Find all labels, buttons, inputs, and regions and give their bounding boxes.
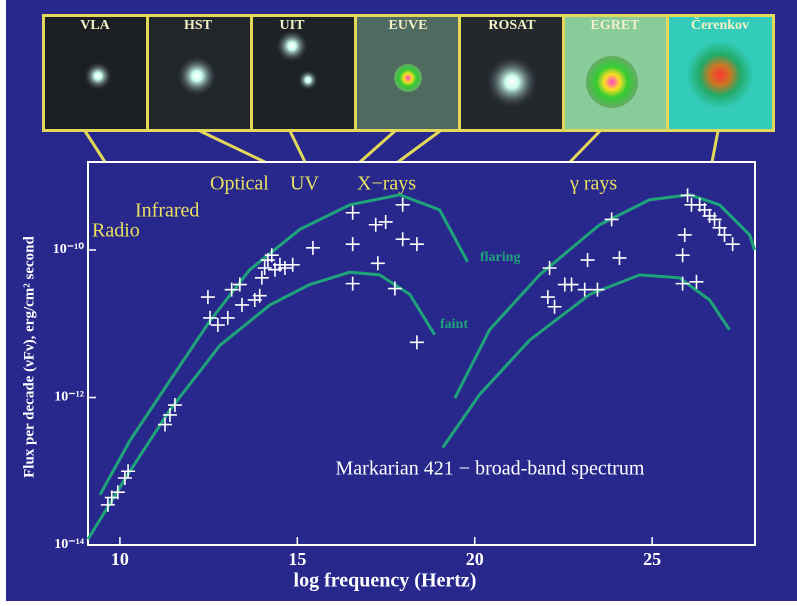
source	[486, 56, 538, 108]
page: Markarian 421 − broad-band spectrum log …	[0, 0, 797, 601]
instrument-label: Čerenkov	[691, 16, 749, 33]
source	[177, 56, 217, 96]
instrument-label: VLA	[80, 18, 110, 33]
x-axis-label: log frequency (Hertz)	[294, 570, 477, 592]
instrument-label: UIT	[280, 18, 306, 33]
source	[298, 70, 318, 90]
band-label: γ rays	[569, 173, 617, 195]
y-axis-label: Flux per decade (νFν), erg/cm² second	[21, 235, 37, 477]
instrument-label: EGRET	[590, 18, 640, 33]
source	[394, 64, 422, 92]
y-tick-label: 10⁻¹²	[54, 390, 84, 405]
band-label: X−rays	[357, 173, 416, 195]
instrument-label: ROSAT	[488, 18, 536, 33]
instrument-label: HST	[184, 18, 213, 33]
x-tick-label: 10	[111, 549, 129, 569]
source	[276, 30, 308, 62]
curve-label: flaring	[480, 250, 520, 265]
y-tick-label: 10⁻¹⁰	[53, 242, 85, 257]
x-tick-label: 25	[643, 549, 661, 569]
band-label: UV	[290, 173, 319, 195]
band-label: Optical	[210, 173, 269, 195]
chart-title: Markarian 421 − broad-band spectrum	[336, 458, 645, 480]
y-tick-label: 10⁻¹⁴	[54, 537, 85, 552]
source	[84, 62, 112, 90]
source	[686, 41, 754, 109]
band-label: Infrared	[135, 200, 199, 222]
source	[586, 56, 638, 108]
band-label: Radio	[92, 220, 140, 242]
x-tick-label: 15	[288, 549, 306, 569]
instrument-label: EUVE	[389, 18, 428, 33]
chart: Markarian 421 − broad-band spectrum log …	[0, 0, 797, 601]
x-tick-label: 20	[466, 549, 484, 569]
curve-label: faint	[440, 317, 468, 332]
